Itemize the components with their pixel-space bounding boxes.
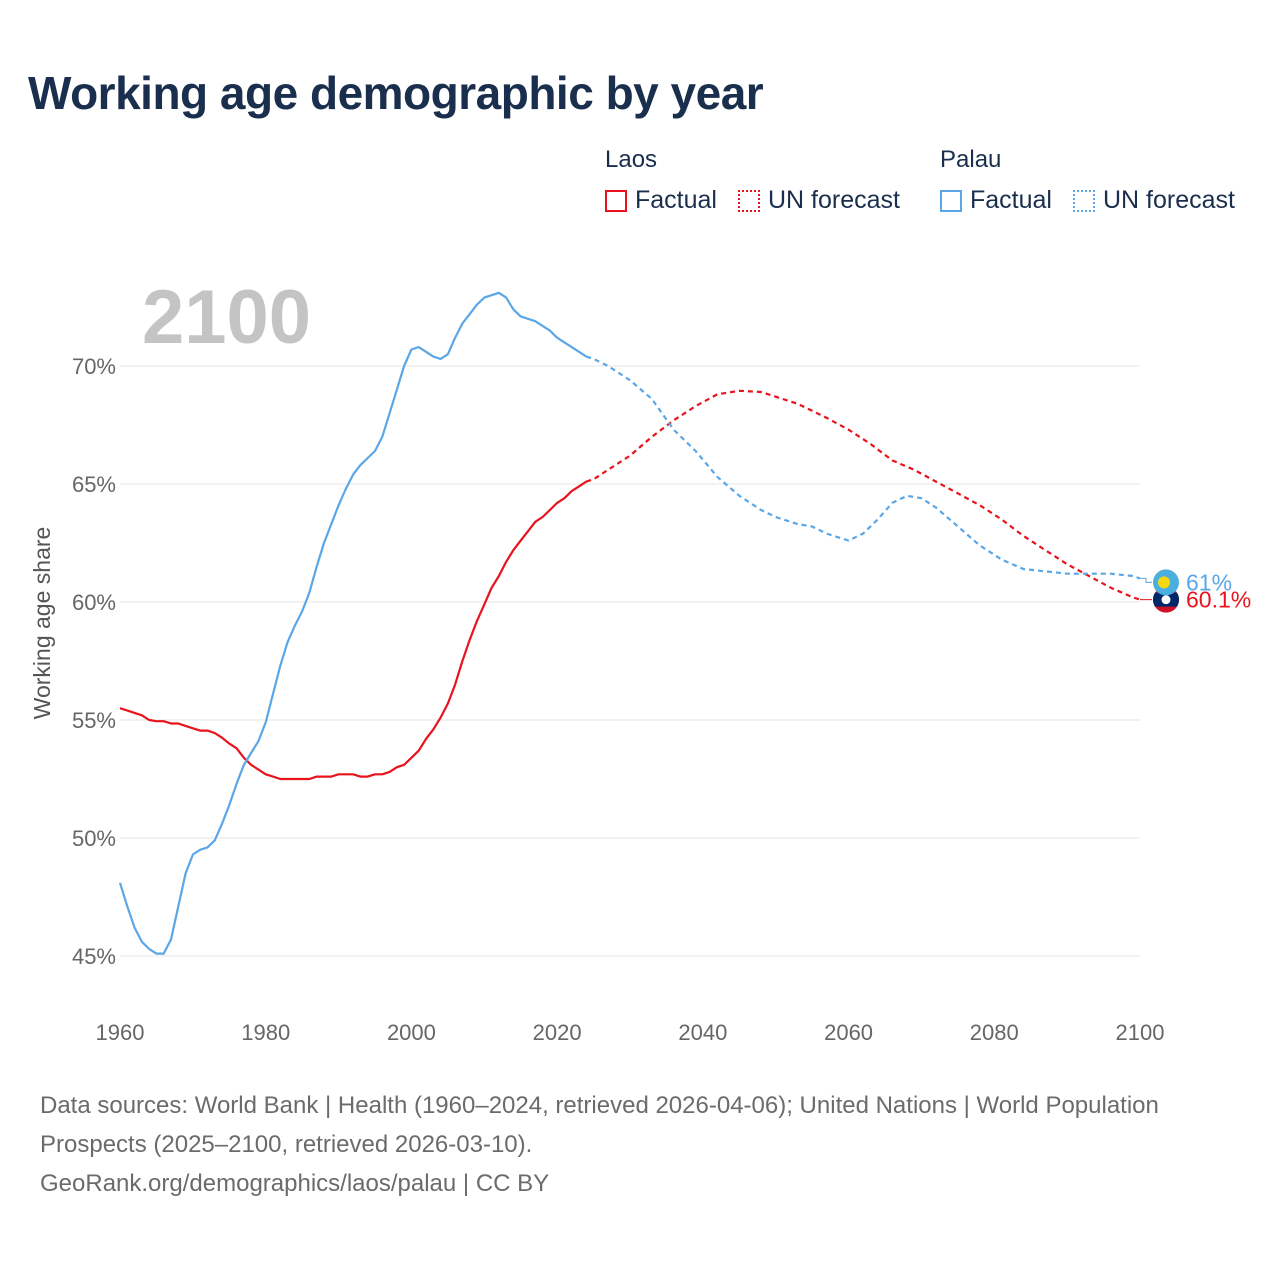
data-source-note: Data sources: World Bank | Health (1960–… [40,1086,1220,1203]
series-end-markers: 60.1%61% [1140,569,1251,613]
legend-label-palau-factual: Factual [970,186,1052,214]
y-axis-label: Working age share [29,527,55,720]
x-tick-label: 2100 [1116,1020,1165,1045]
x-tick-label: 2000 [387,1020,436,1045]
end-value-label-palau: 61% [1186,569,1232,595]
legend-group-laos: Laos [605,146,658,173]
current-year-label: 2100 [142,275,311,360]
legend-palau-factual[interactable]: Factual [940,186,1052,215]
legend-laos-factual[interactable]: Factual [605,186,717,215]
series-line-laos-forecast [585,389,1141,601]
source-line-2: GeoRank.org/demographics/laos/palau | CC… [40,1170,550,1197]
x-axis-ticks: 1960 1980 2000 2020 2040 2060 2080 2100 [96,1020,1165,1045]
palau-flag-moon [1158,576,1170,589]
series-line-palau-factual [118,291,587,955]
legend-label-laos-factual: Factual [635,186,717,214]
legend-swatch-palau-forecast [1073,189,1095,212]
x-tick-label: 2040 [678,1020,727,1045]
end-connector-palau [1140,577,1152,583]
y-axis-ticks: 45% 50% 55% 60% 65% 70% [72,354,116,969]
chart-title: Working age demographic by year [28,67,764,119]
legend-swatch-palau-factual [940,189,962,212]
legend-laos-forecast[interactable]: UN forecast [738,186,900,215]
series-lines [118,291,1141,955]
legend-swatch-laos-factual [605,189,627,212]
legend-label-laos-forecast: UN forecast [768,186,900,214]
palau-flag-icon [1153,569,1179,596]
y-tick-label: 45% [72,944,116,969]
grid-lines [120,365,1140,957]
legend-palau-forecast[interactable]: UN forecast [1073,186,1235,215]
legend-group-palau: Palau [940,146,1002,173]
series-line-laos-factual [119,480,587,781]
source-line-1: Data sources: World Bank | Health (1960–… [40,1092,1159,1158]
end-value-label-laos: 60.1% [1186,587,1251,613]
y-tick-label: 70% [72,354,116,379]
x-tick-label: 1960 [96,1020,145,1045]
y-tick-label: 65% [72,472,116,497]
series-line-palau-forecast [585,355,1141,580]
y-tick-label: 55% [72,708,116,733]
x-tick-label: 2060 [824,1020,873,1045]
y-tick-label: 50% [72,826,116,851]
laos-flag-disc [1161,595,1171,605]
line-chart: 2100 45% 50% 55% 60% 65% 70% 1960 1980 2000 2020… [29,275,1251,1045]
x-tick-label: 2020 [533,1020,582,1045]
x-tick-label: 1980 [241,1020,290,1045]
y-tick-label: 60% [72,590,116,615]
legend-swatch-laos-forecast [738,189,760,212]
x-tick-label: 2080 [970,1020,1019,1045]
legend-label-palau-forecast: UN forecast [1103,186,1235,214]
